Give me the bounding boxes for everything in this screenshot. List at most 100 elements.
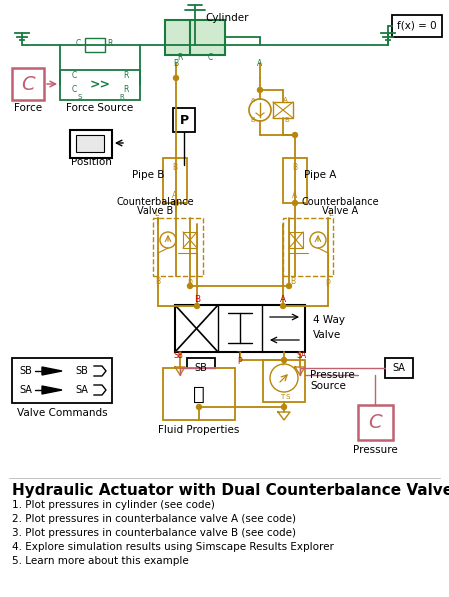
Text: B: B [172,164,177,173]
Text: A: A [282,97,287,103]
Circle shape [286,284,291,288]
Text: Force: Force [14,103,42,113]
Bar [76,135,104,152]
Text: Counterbalance: Counterbalance [116,197,194,207]
Bar [385,358,413,378]
Bar [263,360,305,402]
Text: B: B [285,117,289,123]
Text: C: C [207,53,213,61]
Bar [173,108,195,132]
Text: R: R [177,53,183,61]
Circle shape [257,88,263,93]
Bar [12,358,112,403]
Text: Valve Commands: Valve Commands [17,408,107,418]
Text: B: B [173,59,179,67]
Circle shape [188,284,193,288]
Text: Cylinder: Cylinder [205,13,249,23]
Bar [70,130,112,158]
Circle shape [282,358,286,362]
Text: Counterbalance: Counterbalance [301,197,379,207]
Text: R: R [119,94,124,100]
Text: S: S [286,394,290,400]
Text: Valve: Valve [313,330,341,340]
Text: R: R [123,85,129,94]
Circle shape [160,232,176,248]
Text: f(x) = 0: f(x) = 0 [397,21,437,31]
Circle shape [173,201,179,205]
Bar [392,15,442,37]
Text: >>: >> [89,78,110,91]
Polygon shape [42,367,62,375]
Text: C: C [71,85,77,94]
Bar [273,102,293,118]
Bar [187,358,215,378]
Bar [358,405,393,440]
Text: L: L [328,210,332,219]
Bar [283,218,333,276]
Text: Force Source: Force Source [66,103,134,113]
Text: 3. Plot pressures in counterbalance valve B (see code): 3. Plot pressures in counterbalance valv… [12,528,296,538]
Text: Position: Position [70,157,111,167]
Text: a: a [251,97,255,103]
Bar [60,70,140,100]
Text: B: B [194,296,200,304]
Circle shape [281,303,286,309]
Text: P: P [238,356,242,365]
Text: Valve A: Valve A [322,206,358,216]
Bar [165,20,225,55]
Text: T: T [237,350,241,359]
Text: A: A [172,190,178,199]
Text: A: A [280,296,286,304]
Text: 2. Plot pressures in counterbalance valve A (see code): 2. Plot pressures in counterbalance valv… [12,514,296,524]
Text: 1. Plot pressures in cylinder (see code): 1. Plot pressures in cylinder (see code) [12,500,215,510]
Text: SA: SA [75,385,88,395]
Text: 5. Learn more about this example: 5. Learn more about this example [12,556,189,566]
Text: S: S [78,94,82,100]
Circle shape [270,364,298,392]
Text: L: L [154,210,158,219]
Text: 4. Explore simulation results using Simscape Results Explorer: 4. Explore simulation results using Sims… [12,542,334,552]
Text: SB: SB [75,366,88,376]
Text: SB: SB [173,350,183,359]
Text: Pipe A: Pipe A [304,170,336,180]
Circle shape [173,75,179,81]
Text: C: C [71,70,77,79]
Text: R: R [123,70,129,79]
Text: Pressure: Pressure [310,370,355,380]
Text: p: p [188,276,193,285]
Text: p: p [326,276,330,285]
Circle shape [310,232,326,248]
Bar [153,218,203,276]
Text: B: B [251,117,255,123]
Text: C: C [368,413,382,432]
Bar [163,158,187,203]
Text: P: P [180,113,189,127]
Bar [175,305,305,352]
Text: Pipe B: Pipe B [132,170,164,180]
Text: 🚿: 🚿 [193,384,205,404]
Text: SA: SA [20,385,32,395]
Text: 4 Way: 4 Way [313,315,345,325]
Text: T: T [280,394,284,400]
Circle shape [197,405,202,410]
Text: C: C [75,38,81,48]
Circle shape [282,405,286,410]
Text: A: A [292,190,298,199]
Circle shape [194,303,199,309]
Bar [85,38,105,52]
Text: B: B [292,164,298,173]
Text: R: R [107,38,113,48]
Text: B: B [155,276,161,285]
Bar [283,158,307,203]
Text: Fluid Properties: Fluid Properties [158,425,240,435]
Text: Hydraulic Actuator with Dual Counterbalance Valves: Hydraulic Actuator with Dual Counterbala… [12,484,449,498]
Text: C: C [21,75,35,94]
Bar [163,368,235,420]
Text: SA: SA [297,350,307,359]
Text: SA: SA [392,363,405,373]
Bar [183,232,197,248]
Text: SB: SB [194,363,207,373]
Bar [289,232,303,248]
Circle shape [292,201,298,205]
Text: B: B [291,276,295,285]
